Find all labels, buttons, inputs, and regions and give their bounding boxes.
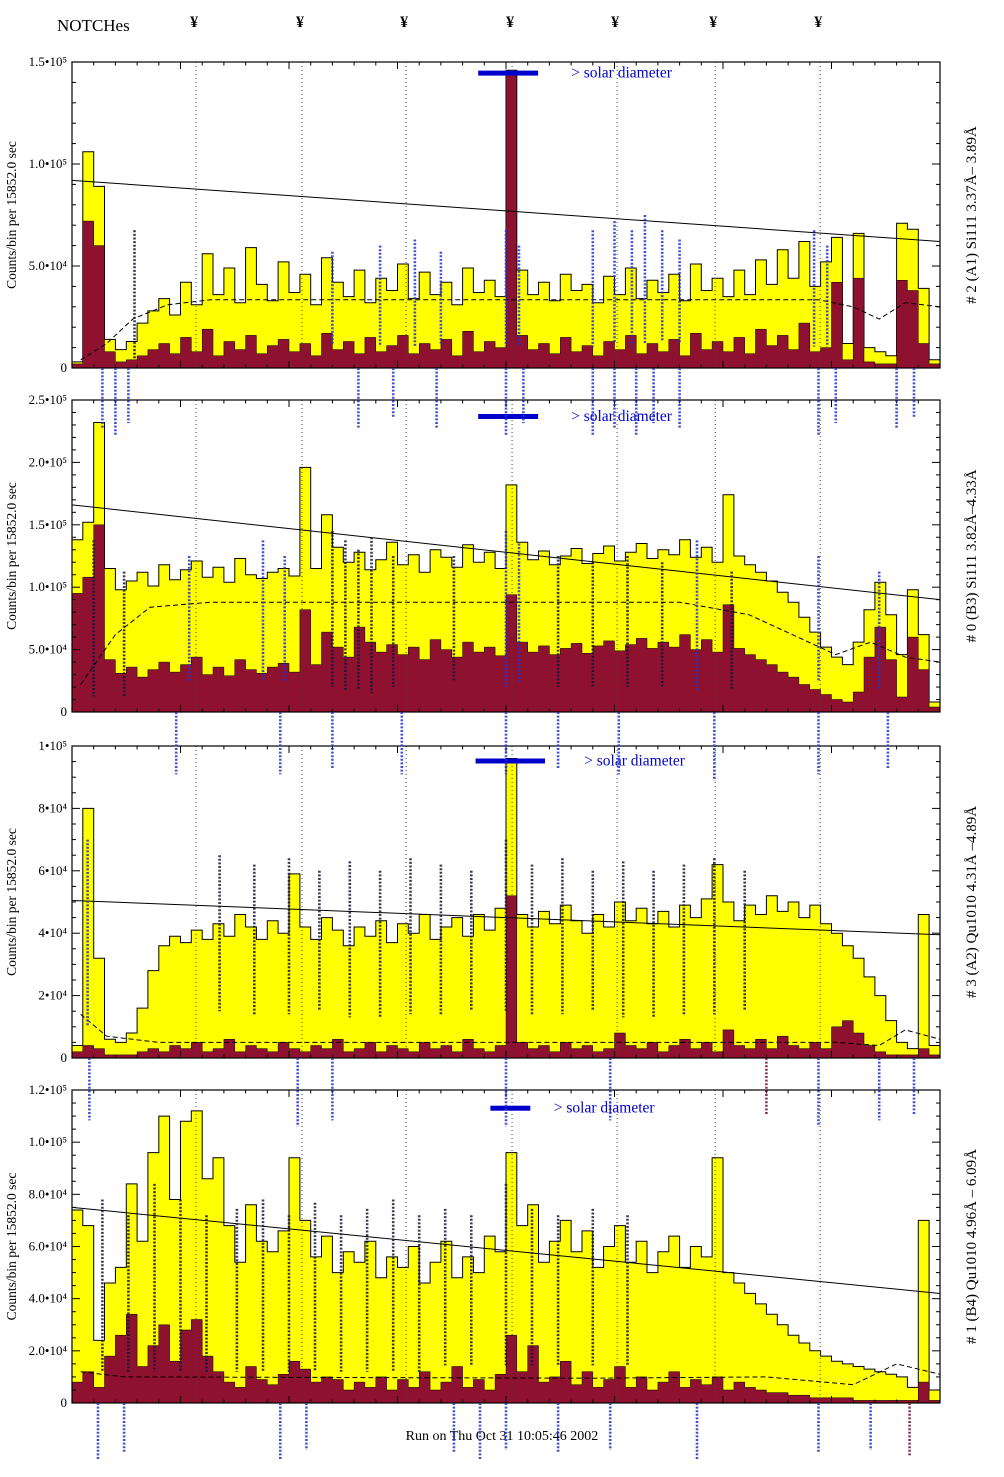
y-tick-label: 2.0•10⁵ (29, 454, 67, 469)
y-axis-label: Counts/bin per 15852.0 sec (4, 1173, 19, 1321)
panel-4-plot: 0 2.0•10⁴ 4.0•10⁴ 6.0•10⁴ 8.0•10⁴ 1.0•10⁵ 1.2•… (4, 1082, 980, 1410)
y-tick-label: 1.0•10⁵ (29, 579, 67, 594)
trend-line (71, 179, 941, 243)
y-tick-label: 1•10⁵ (38, 738, 67, 753)
notch-marker-symbol: ¥ (611, 14, 620, 31)
y-tick-label: 0 (61, 1050, 68, 1065)
background-level-line (80, 601, 941, 685)
notch-marker-symbol: ¥ (296, 14, 305, 31)
notch-marker-symbol: ¥ (400, 14, 409, 31)
panel-1-plot: 0 5.0•10⁴ 1.0•10⁵ 1.5•10⁵ > solar diameter Co… (4, 54, 980, 375)
background-level-line (80, 299, 941, 361)
run-timestamp: Run on Thu Oct 31 10:05:46 2002 (405, 1429, 599, 1444)
y-tick-label: 8.0•10⁴ (29, 1186, 68, 1201)
solar-diameter-label: > solar diameter (554, 1100, 656, 1117)
background-level-line (80, 1363, 941, 1386)
y-tick-label: 0 (61, 704, 68, 719)
y-tick-label: 8•10⁴ (38, 800, 67, 815)
panel-right-label: # 2 (A1) Si111 3.37Å– 3.89Å (964, 126, 980, 304)
y-tick-label: 6•10⁴ (38, 863, 67, 878)
background-level-line (80, 1013, 941, 1047)
y-tick-label: 4•10⁴ (38, 925, 67, 940)
y-tick-label: 2.0•10⁴ (29, 1343, 68, 1358)
notch-marker-symbol: ¥ (190, 14, 199, 31)
solar-diameter-label: > solar diameter (571, 408, 673, 425)
y-axis-label: Counts/bin per 15852.0 sec (4, 482, 19, 630)
panel-right-label: # 0 (B3) Si111 3.82Å–4.33Å (964, 469, 980, 642)
y-axis-label: Counts/bin per 15852.0 sec (4, 141, 19, 289)
y-tick-label: 1.0•10⁵ (29, 156, 67, 171)
y-tick-label: 4.0•10⁴ (29, 1291, 68, 1306)
solar-diameter-bar (490, 1105, 531, 1111)
y-tick-label: 6.0•10⁴ (29, 1239, 68, 1254)
panel-right-label: # 1 (B4) Qu1010 4.96Å – 6.09Å (964, 1149, 980, 1344)
y-tick-label: 1.0•10⁵ (29, 1134, 67, 1149)
panel-right-label: # 3 (A2) Qu1010 4.31Å –4.89Å (964, 806, 980, 998)
solar-diameter-bar (478, 414, 539, 419)
y-tick-label: 5.0•10⁴ (29, 258, 68, 273)
y-tick-label: 1.5•10⁵ (29, 517, 67, 532)
notch-marker-symbol: ¥ (506, 14, 515, 31)
solar-diameter-label: > solar diameter (571, 65, 673, 82)
panel-3-plot: 0 2•10⁴ 4•10⁴ 6•10⁴ 8•10⁴ 1•10⁵ > solar diamet… (4, 738, 980, 1065)
y-tick-label: 0 (61, 1395, 68, 1410)
notch-marker-symbol: ¥ (814, 14, 823, 31)
panel-2-plot: 0 5.0•10⁴ 1.0•10⁵ 1.5•10⁵ 2.0•10⁵ 2.5•10⁵ > so… (4, 392, 980, 719)
solar-diameter-bar (475, 758, 545, 764)
y-tick-label: 5.0•10⁴ (29, 642, 68, 657)
y-axis-label: Counts/bin per 15852.0 sec (4, 828, 19, 976)
y-tick-label: 1.2•10⁵ (29, 1082, 67, 1097)
y-tick-label: 2.5•10⁵ (29, 392, 67, 407)
y-tick-label: 0 (61, 360, 68, 375)
solar-diameter-label: > solar diameter (584, 752, 686, 769)
solar-diameter-bar (478, 70, 539, 76)
notch-marker-symbol: ¥ (709, 14, 718, 31)
y-tick-label: 1.5•10⁵ (29, 54, 67, 69)
y-tick-label: 2•10⁴ (38, 988, 67, 1003)
notches-heading: NOTCHes (57, 16, 130, 35)
